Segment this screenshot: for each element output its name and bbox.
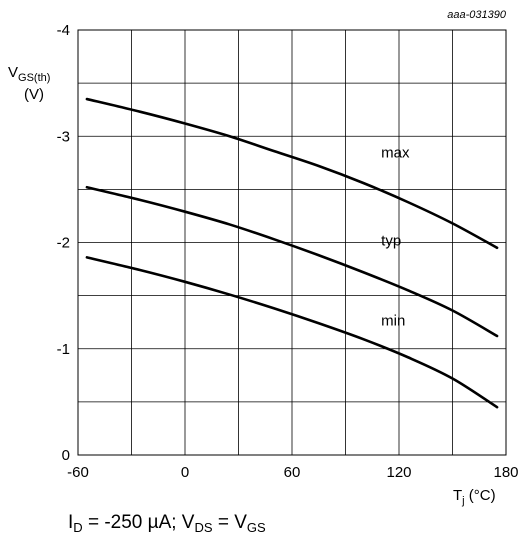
figure-id: aaa-031390 [447, 9, 507, 21]
caption-equals: = V [212, 512, 247, 533]
caption-id-symbol: I [68, 512, 74, 533]
grid [77, 29, 507, 456]
caption-id-value: = -250 µA; V [82, 512, 195, 533]
plot-frame [77, 29, 507, 456]
x-axis-label-main: T [453, 487, 462, 504]
y-tick-label: 0 [62, 447, 70, 464]
x-tick-label: 120 [386, 464, 411, 481]
series-line-max [85, 97, 499, 250]
y-tick-label: -1 [57, 341, 70, 358]
y-tick-label: -2 [57, 235, 70, 252]
x-tick-label: 180 [493, 464, 518, 481]
y-axis-label-main: V [8, 64, 18, 81]
series-line-typ [85, 185, 499, 338]
series-group [85, 97, 499, 409]
series-line-min [85, 256, 499, 409]
x-tick-label: 0 [181, 464, 189, 481]
x-axis-label: Tj (°C) [453, 487, 496, 507]
y-tick-label: -3 [57, 128, 70, 145]
x-tick-label: 60 [284, 464, 301, 481]
y-axis-unit: (V) [24, 86, 44, 103]
test-conditions-caption: ID = -250 µA; VDS = VGS [68, 512, 266, 535]
caption-vgs-subscript: GS [246, 520, 266, 535]
curve-label-min: min [381, 312, 405, 329]
y-tick-label: -4 [57, 22, 70, 39]
caption-vds-subscript: DS [194, 520, 213, 535]
curve-label-typ: typ [381, 233, 401, 250]
x-axis-label-unit: (°C) [465, 487, 496, 504]
curve-label-max: max [381, 145, 410, 162]
caption-id-subscript: D [73, 520, 83, 535]
y-axis-label-sub: GS(th) [18, 72, 50, 84]
y-axis-label: VGS(th) [8, 64, 50, 84]
x-axis-label-sub: j [461, 495, 464, 507]
x-tick-label: -60 [67, 464, 89, 481]
curve-labels: max typ min [381, 145, 410, 330]
